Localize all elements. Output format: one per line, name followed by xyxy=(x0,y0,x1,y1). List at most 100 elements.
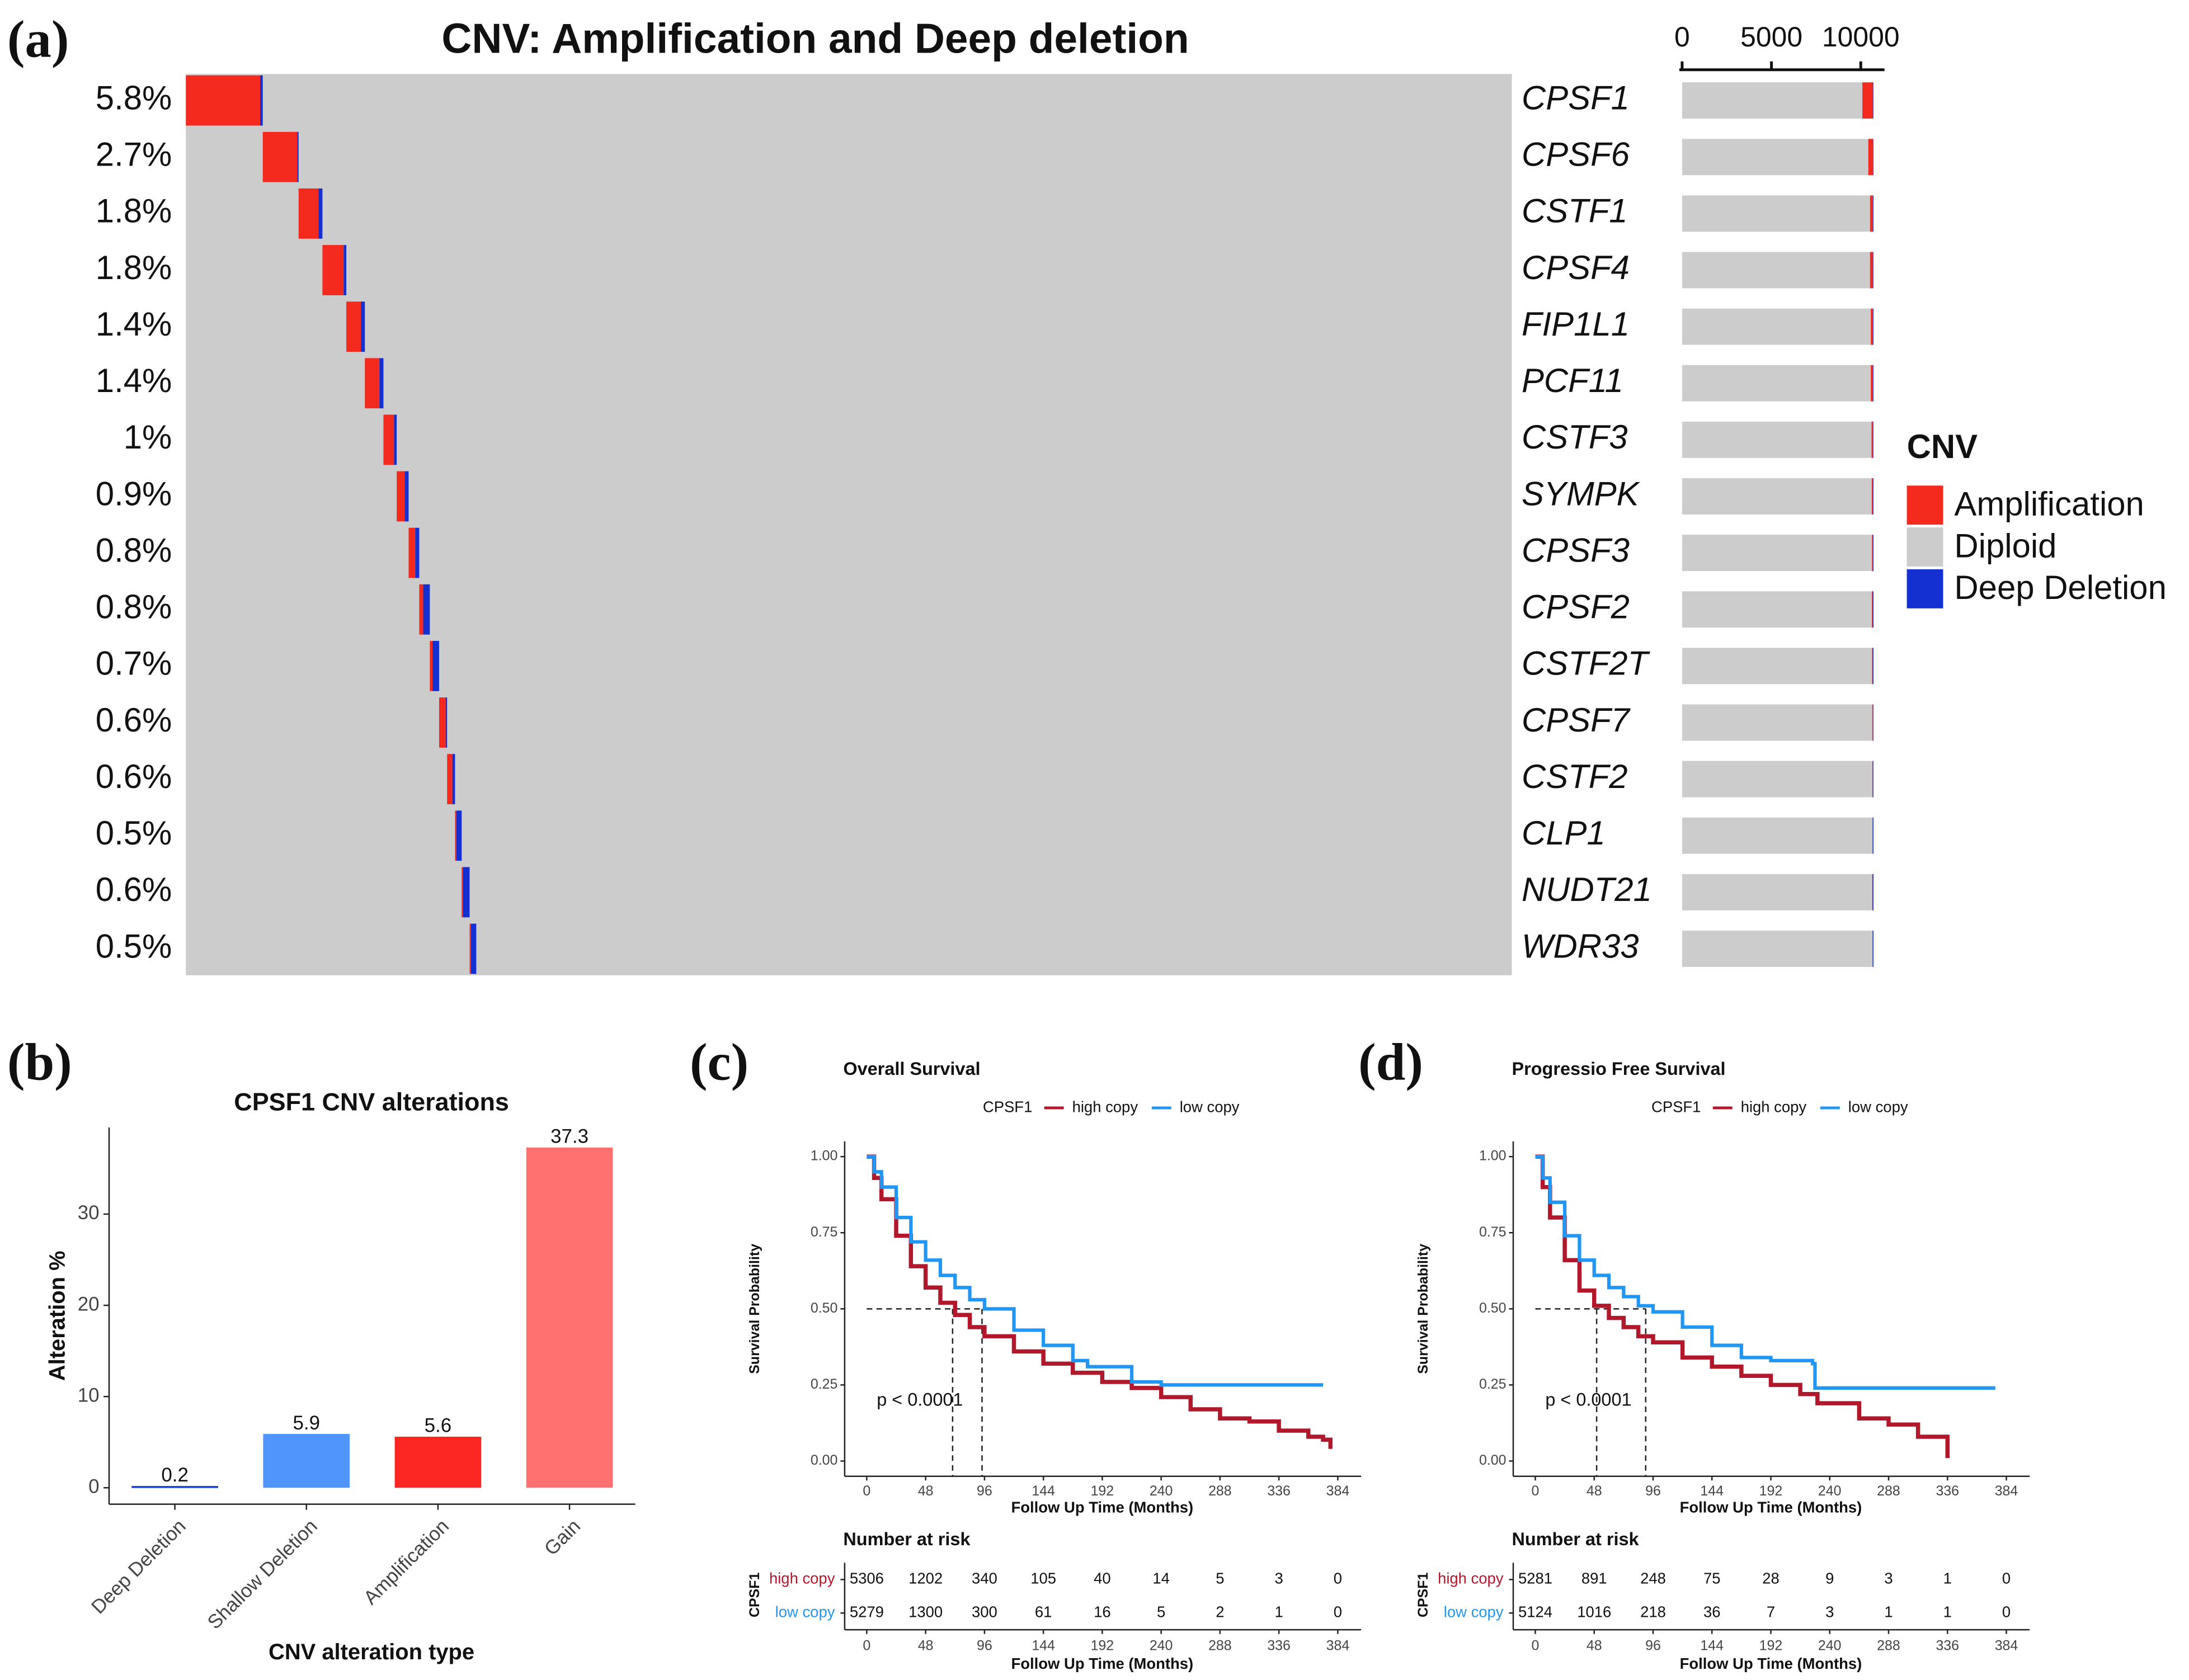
y-tick-label: 0.25 xyxy=(1479,1376,1507,1392)
gene-label: PCF11 xyxy=(1522,362,1623,399)
deletion-cell xyxy=(452,754,455,805)
y-axis-label: Survival Probability xyxy=(1415,1244,1431,1374)
count-bar xyxy=(1872,535,1873,572)
deletion-cell xyxy=(432,640,439,691)
x-tick-label: 336 xyxy=(1936,1483,1959,1499)
gene-label: CPSF7 xyxy=(1522,701,1631,739)
chart-title: Overall Survival xyxy=(843,1059,980,1079)
count-bar xyxy=(1868,139,1873,176)
risk-count: 1 xyxy=(1884,1603,1893,1620)
risk-x-tick-label: 240 xyxy=(1150,1638,1173,1654)
risk-y-label: CPSF1 xyxy=(1415,1572,1431,1617)
risk-count: 36 xyxy=(1703,1603,1721,1620)
risk-count: 3 xyxy=(1884,1570,1893,1587)
count-bar xyxy=(1682,704,1872,741)
legend-title: CPSF1 xyxy=(983,1098,1032,1115)
risk-count: 1 xyxy=(1943,1603,1952,1620)
count-bar xyxy=(1682,535,1872,572)
gene-label: WDR33 xyxy=(1522,927,1639,965)
deletion-cell xyxy=(394,414,397,465)
deletion-cell xyxy=(297,131,299,182)
y-tick-label: 20 xyxy=(78,1293,100,1315)
gene-label: CSTF3 xyxy=(1522,418,1628,456)
risk-count: 1300 xyxy=(908,1603,943,1620)
chart-title: CNV: Amplification and Deep deletion xyxy=(441,15,1189,62)
x-tick-label: 192 xyxy=(1091,1483,1114,1499)
count-bar xyxy=(1872,591,1873,628)
x-tick-label: Amplification xyxy=(359,1515,453,1609)
y-tick-label: 0 xyxy=(88,1476,99,1498)
risk-count: 3 xyxy=(1274,1570,1283,1587)
count-bar xyxy=(1682,308,1871,345)
altered-label: 0.5% xyxy=(96,814,172,852)
altered-label: 0.8% xyxy=(96,588,172,626)
amplification-cell xyxy=(439,697,446,748)
x-axis-label: Follow Up Time (Months) xyxy=(1011,1498,1194,1516)
altered-label: 0.6% xyxy=(96,871,172,908)
risk-count: 5306 xyxy=(850,1570,884,1587)
deletion-cell xyxy=(260,75,263,126)
amplification-cell xyxy=(383,414,394,465)
count-bar xyxy=(1871,308,1873,345)
altered-label: 0.9% xyxy=(96,475,172,512)
count-bar xyxy=(1872,874,1873,910)
altered-label: 0.7% xyxy=(96,645,172,682)
count-bar xyxy=(1871,478,1873,515)
legend-label: Diploid xyxy=(1954,527,2056,564)
count-bar xyxy=(1872,761,1873,797)
risk-x-tick-label: 192 xyxy=(1091,1638,1114,1654)
x-tick-label: 96 xyxy=(1645,1483,1661,1499)
risk-y-label: CPSF1 xyxy=(747,1572,762,1617)
risk-count: 7 xyxy=(1767,1603,1775,1620)
altered-label: 2.7% xyxy=(96,136,172,173)
risk-count: 1016 xyxy=(1577,1603,1611,1620)
x-tick-label: 288 xyxy=(1877,1483,1900,1499)
count-tick-label: 5000 xyxy=(1740,21,1802,53)
amplification-cell xyxy=(397,471,405,522)
y-tick-label: 0.00 xyxy=(811,1452,838,1468)
y-tick-label: 0.00 xyxy=(1479,1452,1507,1468)
risk-count: 5281 xyxy=(1518,1570,1552,1587)
count-bar xyxy=(1682,874,1872,910)
amplification-cell xyxy=(455,810,456,861)
risk-count: 75 xyxy=(1703,1570,1721,1587)
count-bar xyxy=(1682,82,1863,119)
gene-label: CSTF2 xyxy=(1522,758,1628,795)
legend-title: CPSF1 xyxy=(1651,1098,1701,1115)
risk-x-tick-label: 96 xyxy=(977,1638,992,1654)
count-bar xyxy=(1682,817,1873,854)
risk-count: 5 xyxy=(1157,1603,1165,1620)
y-tick-label: 1.00 xyxy=(811,1148,838,1164)
amplification-cell xyxy=(365,358,380,409)
amplification-cell xyxy=(322,245,344,295)
x-tick-label: Gain xyxy=(540,1515,585,1560)
risk-x-axis-label: Follow Up Time (Months) xyxy=(1011,1655,1194,1672)
altered-label: 1.8% xyxy=(96,249,172,286)
amplification-cell xyxy=(430,640,433,691)
legend-label: low copy xyxy=(1180,1098,1240,1115)
p-value: p < 0.0001 xyxy=(1545,1390,1631,1410)
amplification-cell xyxy=(298,188,319,239)
deletion-cell xyxy=(456,810,462,861)
count-bar xyxy=(1871,421,1873,458)
deletion-cell xyxy=(361,301,365,352)
bar xyxy=(526,1147,613,1488)
risk-count: 218 xyxy=(1640,1603,1666,1620)
risk-x-tick-label: 288 xyxy=(1877,1638,1900,1654)
count-bar xyxy=(1682,931,1873,967)
x-tick-label: 240 xyxy=(1150,1483,1173,1499)
count-bar xyxy=(1872,704,1873,741)
risk-count: 0 xyxy=(2002,1603,2011,1620)
altered-label: 1.4% xyxy=(96,362,172,399)
legend-swatch xyxy=(1906,527,1943,567)
x-tick-label: 0 xyxy=(1532,1483,1540,1499)
heatmap-background xyxy=(186,74,1512,975)
y-tick-label: 0.50 xyxy=(811,1300,838,1316)
risk-row-label: low copy xyxy=(775,1603,835,1620)
risk-count: 61 xyxy=(1035,1603,1052,1620)
risk-row-label: high copy xyxy=(769,1570,835,1587)
risk-count: 16 xyxy=(1094,1603,1111,1620)
y-tick-label: 30 xyxy=(78,1202,100,1224)
risk-title: Number at risk xyxy=(1512,1529,1640,1549)
amplification-cell xyxy=(462,867,463,918)
